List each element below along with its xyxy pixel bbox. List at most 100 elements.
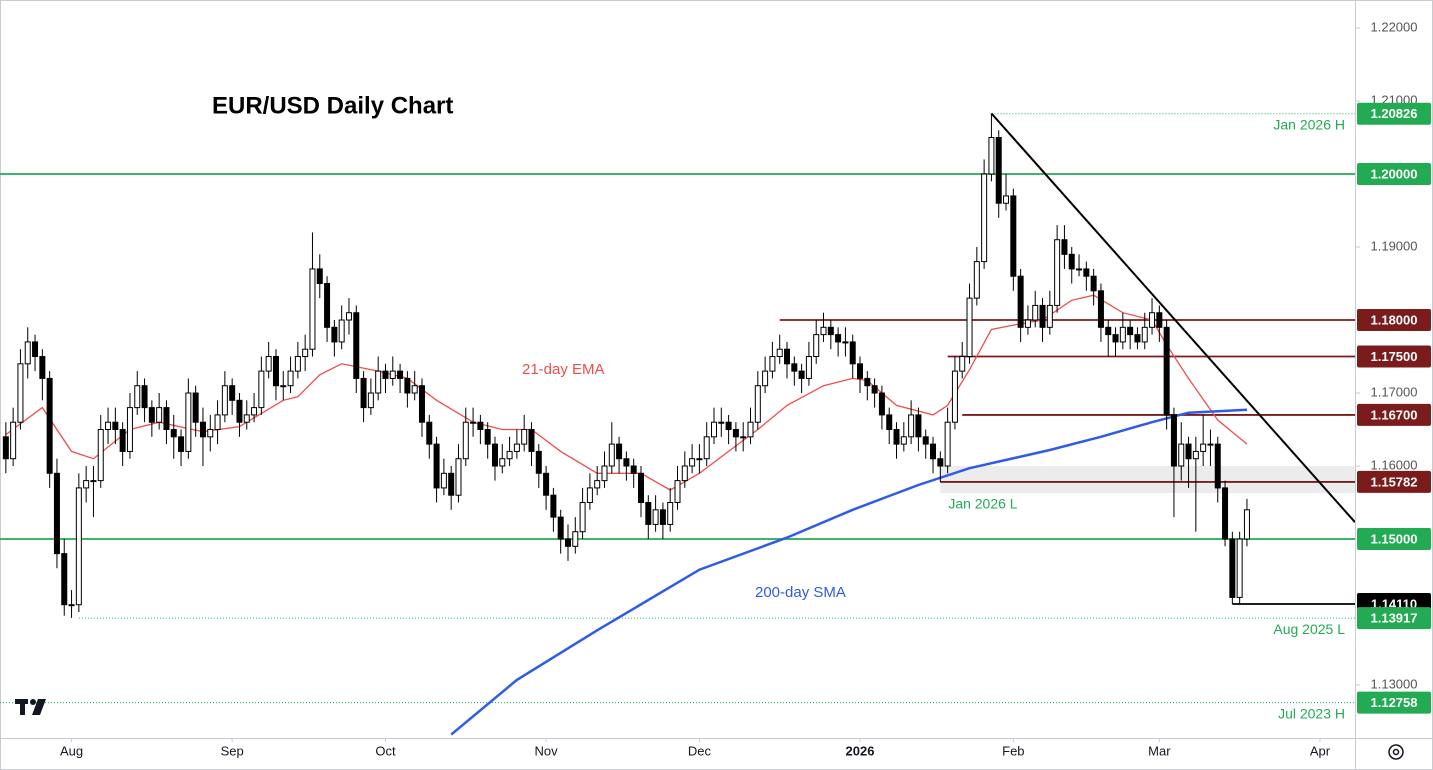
candle-body xyxy=(491,443,498,467)
candle-body xyxy=(53,472,60,555)
candle-body xyxy=(75,487,82,606)
candle-body xyxy=(126,407,133,452)
candle-body xyxy=(550,494,557,518)
candle-body xyxy=(1061,239,1068,255)
candle-body xyxy=(871,385,878,394)
candle-body xyxy=(2,436,9,460)
ema-label: 21-day EMA xyxy=(522,361,605,378)
candle-body xyxy=(258,370,265,409)
price-tag-label: 1.15000 xyxy=(1371,531,1418,546)
candle-body xyxy=(732,429,739,438)
candle-body xyxy=(652,509,659,525)
candle-body xyxy=(382,370,389,379)
candle-body xyxy=(1003,195,1010,204)
candle-body xyxy=(557,516,564,540)
candle-body xyxy=(214,414,221,431)
candle-body xyxy=(1083,268,1090,277)
candle-body xyxy=(1068,253,1075,270)
candle-body xyxy=(769,356,776,372)
candle-body xyxy=(141,385,148,409)
candle-body xyxy=(61,553,68,606)
candle-body xyxy=(944,421,951,467)
candle-body xyxy=(32,341,39,358)
settings-hub[interactable] xyxy=(1392,748,1400,756)
x-tick-label: Sep xyxy=(221,743,244,758)
logo-part xyxy=(30,699,36,705)
candle-body xyxy=(1200,443,1207,452)
candle-body xyxy=(827,326,834,336)
candle-body xyxy=(1207,443,1214,446)
candle-body xyxy=(192,392,199,423)
candle-body xyxy=(857,363,864,379)
candle-body xyxy=(616,443,623,460)
candle-body xyxy=(1178,443,1185,467)
settings-icon[interactable] xyxy=(1388,744,1404,760)
x-tick-label: Mar xyxy=(1148,743,1171,758)
candle-body xyxy=(1039,304,1046,328)
candle-body xyxy=(586,487,593,504)
candle-body xyxy=(915,414,922,438)
price-tag-label: 1.12758 xyxy=(1371,695,1418,710)
candle-body xyxy=(207,429,214,438)
candle-body xyxy=(243,414,250,423)
candle-body xyxy=(1032,304,1039,321)
candle-body xyxy=(711,421,718,438)
candle-body xyxy=(893,429,900,445)
candle-body xyxy=(462,421,469,460)
candle-body xyxy=(148,407,155,423)
candle-body xyxy=(17,363,24,423)
candle-body xyxy=(842,341,849,344)
candle-body xyxy=(725,421,732,431)
candle-body xyxy=(24,341,31,365)
candle-body xyxy=(39,356,46,379)
candle-body xyxy=(448,472,455,496)
x-tick-label: Feb xyxy=(1002,743,1024,758)
candle-body xyxy=(1192,450,1199,460)
candle-body xyxy=(280,385,287,388)
price-tag xyxy=(1357,607,1431,630)
logo-part xyxy=(32,699,46,715)
candle-body xyxy=(1163,326,1170,416)
tradingview-logo xyxy=(15,699,46,715)
candle-body xyxy=(521,429,528,445)
candle-body xyxy=(68,604,75,607)
candle-body xyxy=(637,472,644,504)
candle-body xyxy=(754,385,761,423)
candle-body xyxy=(608,443,615,467)
x-tick-label: Nov xyxy=(535,743,559,758)
candle-body xyxy=(156,407,163,423)
candle-body xyxy=(1076,268,1083,271)
candle-body xyxy=(360,377,367,409)
candle-body xyxy=(1243,509,1250,540)
price-tag xyxy=(1357,163,1431,186)
candle-body xyxy=(1185,443,1192,460)
price-tag xyxy=(1357,691,1431,714)
candle-body xyxy=(309,268,316,350)
price-tag xyxy=(1357,309,1431,332)
candle-body xyxy=(418,385,425,423)
candle-body xyxy=(1112,334,1119,343)
price-tag-label: 1.13917 xyxy=(1371,611,1418,626)
candle-body xyxy=(265,356,272,372)
settings-gear[interactable] xyxy=(1388,744,1404,760)
candle-body xyxy=(667,502,674,525)
candle-body xyxy=(951,370,958,423)
y-tick-label: 1.17000 xyxy=(1371,384,1418,399)
level-note: Jan 2026 H xyxy=(1273,116,1345,132)
candle-body xyxy=(776,348,783,358)
candle-body xyxy=(820,326,827,336)
trendline xyxy=(990,112,1356,523)
candle-body xyxy=(119,429,126,452)
candle-body xyxy=(659,509,666,525)
candle-body xyxy=(900,436,907,445)
indicator-line xyxy=(450,408,1248,736)
candle-body xyxy=(97,429,104,482)
candle-body xyxy=(513,443,520,452)
candle-body xyxy=(389,370,396,379)
candle-body xyxy=(630,465,637,474)
candle-body xyxy=(83,480,90,489)
x-tick-label: Oct xyxy=(375,743,396,758)
candle-body xyxy=(908,414,915,438)
candle-body xyxy=(813,334,820,358)
candle-body xyxy=(784,348,791,365)
